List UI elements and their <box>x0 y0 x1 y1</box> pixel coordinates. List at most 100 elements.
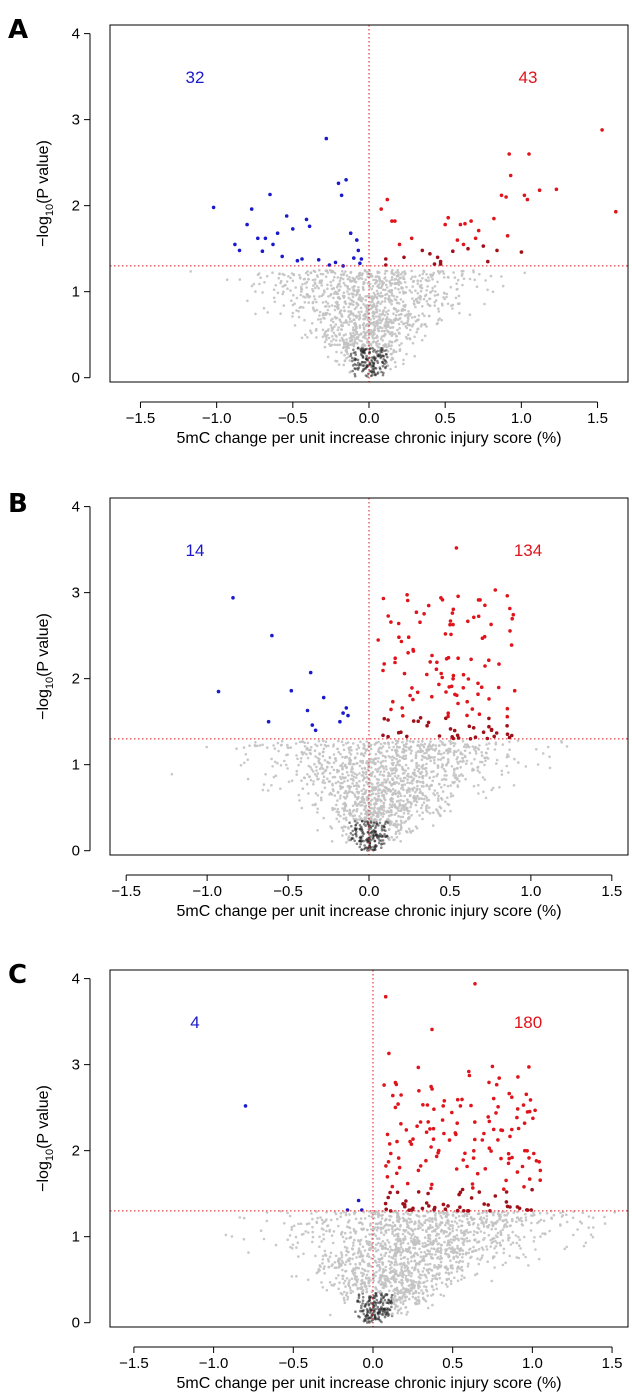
nonsig-point <box>297 1255 300 1258</box>
plot-frame <box>109 969 629 1328</box>
nonsig-point <box>288 1214 292 1218</box>
nonsig-point <box>302 1252 305 1256</box>
nonsig-point <box>357 277 360 281</box>
positive-point <box>391 1093 395 1098</box>
negative-point <box>338 719 342 724</box>
nonsig-point <box>334 757 337 760</box>
nonsig-point <box>356 803 360 806</box>
nonsig-point <box>405 1264 408 1268</box>
nonsig-point <box>342 291 346 295</box>
nonsig-point <box>351 1253 355 1256</box>
positive-point <box>415 1124 419 1128</box>
nonsig-point <box>359 840 363 843</box>
nonsig-point <box>394 1253 398 1256</box>
positive-point <box>437 682 441 687</box>
nonsig-point <box>437 749 441 753</box>
nonsig-point <box>299 277 302 280</box>
nonsig-point <box>315 1271 319 1275</box>
nonsig-point <box>321 1286 325 1289</box>
positive-point <box>426 720 431 725</box>
nonsig-point <box>443 783 446 787</box>
nonsig-point <box>341 277 345 281</box>
nonsig-point <box>334 759 338 762</box>
nonsig-point <box>406 781 409 784</box>
nonsig-point <box>395 295 399 299</box>
positive-point <box>522 1185 526 1189</box>
nonsig-point <box>397 1235 400 1238</box>
nonsig-point <box>385 269 389 273</box>
nonsig-point <box>472 784 476 788</box>
nonsig-point <box>376 372 379 376</box>
nonsig-point <box>395 1299 398 1303</box>
nonsig-point <box>359 760 362 763</box>
nonsig-point <box>537 1220 541 1223</box>
nonsig-point <box>318 281 321 284</box>
nonsig-point <box>348 821 351 824</box>
nonsig-point <box>224 1233 228 1237</box>
nonsig-point <box>399 313 403 316</box>
positive-point <box>416 719 421 724</box>
positive-point <box>430 694 434 699</box>
nonsig-point <box>461 757 464 760</box>
positive-point <box>480 636 485 640</box>
nonsig-point <box>280 743 283 747</box>
positive-point <box>486 1203 491 1207</box>
nonsig-point <box>325 1211 328 1214</box>
negative-point <box>304 217 309 222</box>
nonsig-point <box>375 815 379 818</box>
nonsig-point <box>319 320 323 324</box>
nonsig-point <box>277 276 281 280</box>
nonsig-point <box>421 780 425 784</box>
nonsig-point <box>378 325 382 329</box>
positive-point <box>396 1102 400 1106</box>
nonsig-point <box>337 303 340 307</box>
nonsig-point <box>455 1234 459 1237</box>
nonsig-point <box>396 1274 400 1277</box>
nonsig-point <box>438 782 441 786</box>
nonsig-point <box>380 1261 384 1264</box>
nonsig-point <box>347 774 350 777</box>
nonsig-point <box>477 1227 481 1231</box>
positive-point <box>388 1190 392 1195</box>
nonsig-point <box>380 300 384 304</box>
nonsig-point <box>375 1294 378 1298</box>
nonsig-point <box>341 807 344 810</box>
positive-point <box>505 732 510 736</box>
nonsig-point <box>476 766 479 769</box>
nonsig-point <box>345 1246 349 1250</box>
nonsig-point <box>468 1239 472 1243</box>
nonsig-point <box>302 776 306 779</box>
positive-point <box>409 236 414 241</box>
nonsig-point <box>343 342 346 345</box>
nonsig-point <box>314 755 317 758</box>
nonsig-point <box>348 317 352 321</box>
nonsig-point <box>413 786 416 790</box>
nonsig-point <box>406 1288 410 1291</box>
nonsig-point <box>449 792 453 795</box>
nonsig-point <box>383 1210 387 1214</box>
nonsig-point <box>438 1276 442 1280</box>
nonsig-point <box>360 848 364 851</box>
nonsig-point <box>444 1235 448 1238</box>
nonsig-point <box>320 798 323 802</box>
nonsig-point <box>384 345 387 348</box>
nonsig-point <box>390 356 394 360</box>
nonsig-point <box>373 373 377 377</box>
nonsig-point <box>432 1288 435 1292</box>
nonsig-point <box>355 808 359 811</box>
nonsig-point <box>344 796 347 800</box>
nonsig-point <box>370 838 373 842</box>
nonsig-point <box>381 811 385 815</box>
nonsig-point <box>360 752 363 755</box>
positive-point <box>432 1107 436 1111</box>
nonsig-point <box>327 336 331 340</box>
nonsig-point <box>295 773 299 776</box>
nonsig-point <box>337 1287 341 1291</box>
nonsig-point <box>381 834 385 838</box>
nonsig-point <box>385 353 388 356</box>
nonsig-point <box>320 1281 323 1284</box>
nonsig-point <box>437 1242 441 1245</box>
nonsig-point <box>321 328 325 332</box>
positive-point <box>418 716 423 720</box>
